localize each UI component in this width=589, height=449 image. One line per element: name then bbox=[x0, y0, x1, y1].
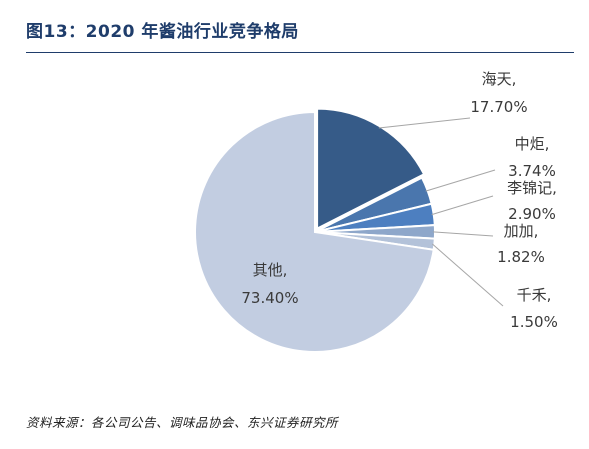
slice-name-label: 千禾, bbox=[517, 286, 552, 304]
slice-name-label: 李锦记, bbox=[507, 179, 557, 197]
pie-slice bbox=[194, 110, 435, 353]
pie-slice bbox=[316, 107, 426, 231]
source-note: 资料来源：各公司公告、调味品协会、东兴证券研究所 bbox=[26, 415, 339, 430]
leader-line bbox=[425, 169, 496, 192]
slice-value-label: 17.70% bbox=[470, 98, 527, 116]
slice-value-label: 1.82% bbox=[497, 248, 545, 266]
slice-value-label: 73.40% bbox=[241, 289, 298, 307]
leader-lines bbox=[378, 117, 504, 307]
slice-name-label: 中炬, bbox=[515, 135, 550, 153]
slice-value-label: 1.50% bbox=[510, 313, 558, 331]
leader-line bbox=[378, 117, 471, 129]
title-underline bbox=[26, 52, 574, 53]
slice-value-label: 2.90% bbox=[508, 205, 556, 223]
slice-name-label: 其他, bbox=[253, 261, 288, 279]
slice-labels: 海天, 17.70% 中炬, 3.74%李锦记, 2.90%加加, 1.82% 千禾, 1.5… bbox=[241, 70, 557, 331]
leader-line bbox=[432, 243, 504, 307]
leader-line bbox=[432, 231, 494, 237]
slice-name-label: 加加, bbox=[504, 222, 539, 240]
chart-title: 图13：2020 年酱油行业竞争格局 bbox=[26, 22, 299, 42]
slice-name-label: 海天, bbox=[482, 70, 517, 88]
pie-slices bbox=[194, 107, 436, 353]
slice-value-label: 3.74% bbox=[508, 162, 556, 180]
leader-line bbox=[431, 195, 494, 216]
